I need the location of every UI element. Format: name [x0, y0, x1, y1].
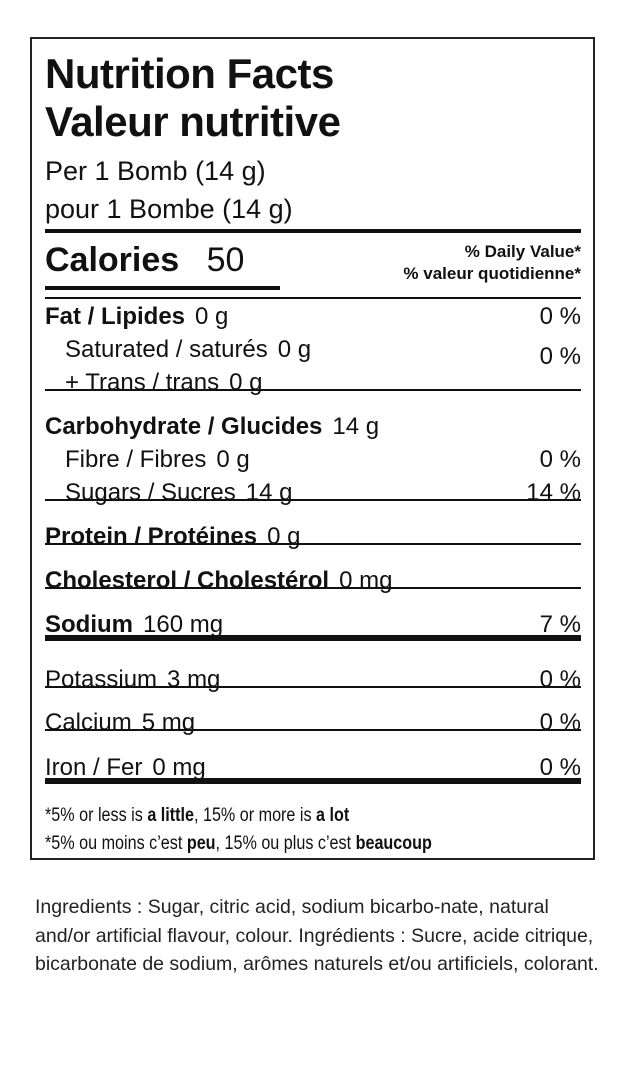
nutrient-value: 160 mg — [143, 611, 224, 638]
daily-value-percent: 0 % — [539, 343, 581, 370]
calories-label: Calories — [45, 241, 180, 279]
nutrient-label: Cholesterol / Cholestérol — [45, 567, 330, 594]
nutrient-label: Protein / Protéines — [45, 523, 258, 550]
daily-value-percent: 0 % — [539, 709, 581, 736]
nutrient-row: Carbohydrate / Glucides 14 g — [45, 411, 581, 443]
divider — [45, 778, 581, 784]
daily-value-percent: 0 % — [539, 446, 581, 473]
nutrient-label: Potassium — [45, 666, 158, 693]
nutrient-value: 0 g — [195, 303, 229, 330]
nutrient-label: + Trans / trans — [65, 369, 220, 396]
nutrient-label: Sodium — [45, 611, 133, 638]
nutrient-value: 14 g — [245, 479, 293, 506]
nutrient-row: Fat / Lipides 0 g 0 % — [45, 301, 581, 333]
nutrient-row: Saturated / saturés 0 g 0 % — [45, 334, 581, 370]
nutrient-row: Sodium 160 mg 7 % — [45, 609, 581, 641]
serving-fr: pour 1 Bombe (14 g) — [45, 194, 293, 224]
daily-value-percent: 0 % — [539, 666, 581, 693]
daily-value-percent: 0 % — [539, 754, 581, 781]
nutrient-row: Potassium 3 mg 0 % — [45, 664, 581, 696]
nutrient-label: Fat / Lipides — [45, 303, 186, 330]
ingredients: Ingredients : Sugar, citric acid, sodium… — [35, 896, 599, 975]
divider — [45, 229, 581, 233]
nutrient-row: Calcium 5 mg 0 % — [45, 707, 581, 739]
nutrient-label: Sugars / Sucres — [65, 479, 236, 506]
nutrient-label: Saturated / saturés — [65, 336, 268, 363]
nutrient-label: Fibre / Fibres — [65, 446, 207, 473]
nutrient-row: Sugars / Sucres 14 g 14 % — [45, 477, 581, 509]
daily-value-percent: 14 % — [526, 479, 581, 506]
divider — [45, 729, 581, 731]
dv-fr: % valeur quotidienne* — [403, 264, 581, 283]
divider — [45, 686, 581, 688]
nutrient-row: Fibre / Fibres 0 g 0 % — [45, 444, 581, 476]
nutrient-row: Iron / Fer 0 mg 0 % — [45, 752, 581, 784]
nutrition-facts-table: Nutrition Facts Valeur nutritive Per 1 B… — [30, 37, 595, 860]
nutrient-value: 0 g — [277, 336, 312, 363]
nutrient-value: 5 mg — [141, 709, 196, 736]
serving-en: Per 1 Bomb (14 g) — [45, 156, 266, 186]
nutrient-label: Iron / Fer — [45, 754, 143, 781]
divider — [45, 635, 581, 641]
nutrient-value: 0 g — [216, 446, 250, 473]
calories-underline — [45, 286, 280, 290]
nutrient-row: Cholesterol / Cholestérol 0 mg — [45, 565, 581, 597]
dv-en: % Daily Value* — [464, 242, 581, 261]
calories-row: Calories 50 — [45, 239, 581, 281]
title-en: Nutrition Facts — [45, 50, 334, 97]
divider — [45, 543, 581, 545]
nutrient-value: 0 g — [267, 523, 301, 550]
divider — [45, 297, 581, 299]
nutrient-row: + Trans / trans 0 g — [45, 367, 581, 399]
nutrient-label: Calcium — [45, 709, 132, 736]
nutrient-value: 0 mg — [152, 754, 206, 781]
divider — [45, 499, 581, 501]
nutrient-value: 0 mg — [339, 567, 393, 594]
nutrient-value: 14 g — [332, 413, 380, 440]
calories-value: 50 — [206, 241, 245, 279]
nutrient-row: Protein / Protéines 0 g — [45, 521, 581, 553]
nutrient-label: Carbohydrate / Glucides — [45, 413, 323, 440]
footnote-fr: *5% ou moins c’est peu, 15% ou plus c’es… — [45, 833, 432, 854]
nutrient-value: 3 mg — [167, 666, 221, 693]
nutrient-value: 0 g — [229, 369, 263, 396]
daily-value-percent: 7 % — [539, 611, 581, 638]
footnote-en: *5% or less is a little, 15% or more is … — [45, 805, 350, 826]
divider — [45, 587, 581, 589]
title-fr: Valeur nutritive — [45, 98, 341, 145]
divider — [45, 389, 581, 391]
daily-value-percent: 0 % — [539, 303, 581, 330]
